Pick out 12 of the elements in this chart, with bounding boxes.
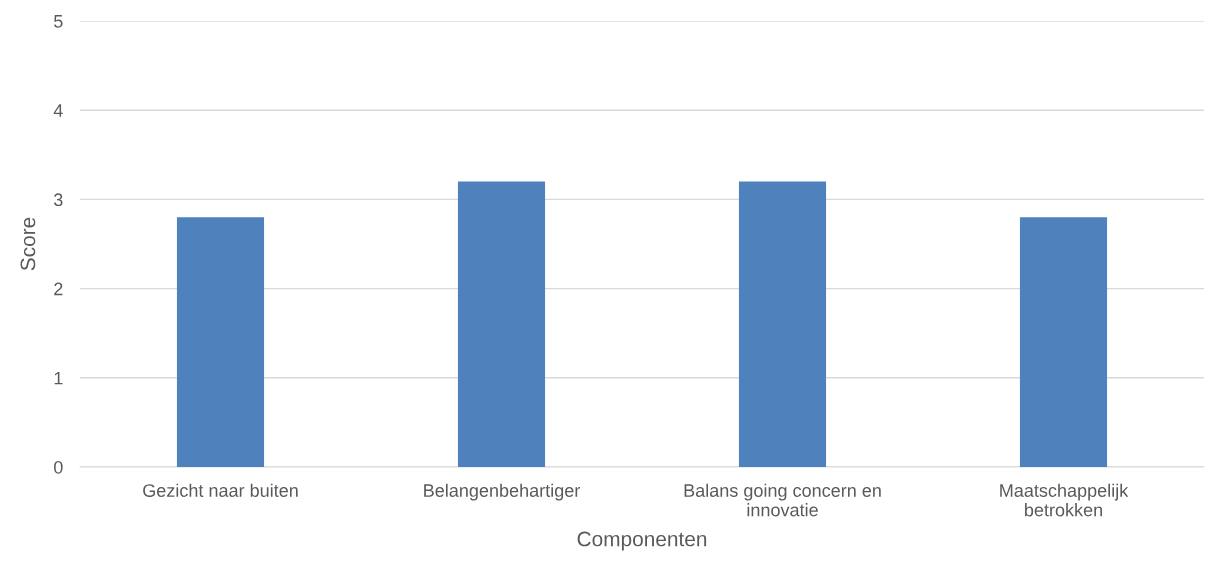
y-tick-label: 3 (53, 193, 63, 207)
y-axis-title: Score (20, 217, 36, 271)
x-tick-label: Balans going concern en innovatie (684, 483, 881, 517)
y-tick-label: 0 (54, 460, 63, 474)
x-tick-label: Belangenbehartiger (424, 483, 581, 501)
y-tick-label: 1 (54, 371, 63, 385)
x-tick-label: Maatschappelijk betrokken (1000, 483, 1129, 517)
y-tick-label: 2 (54, 282, 63, 296)
y-tick-label: 4 (53, 104, 63, 117)
y-tick-label: 5 (54, 15, 63, 28)
x-tick-label: Gezicht naar buiten (143, 483, 298, 497)
x-axis-title: Componenten (577, 531, 707, 551)
